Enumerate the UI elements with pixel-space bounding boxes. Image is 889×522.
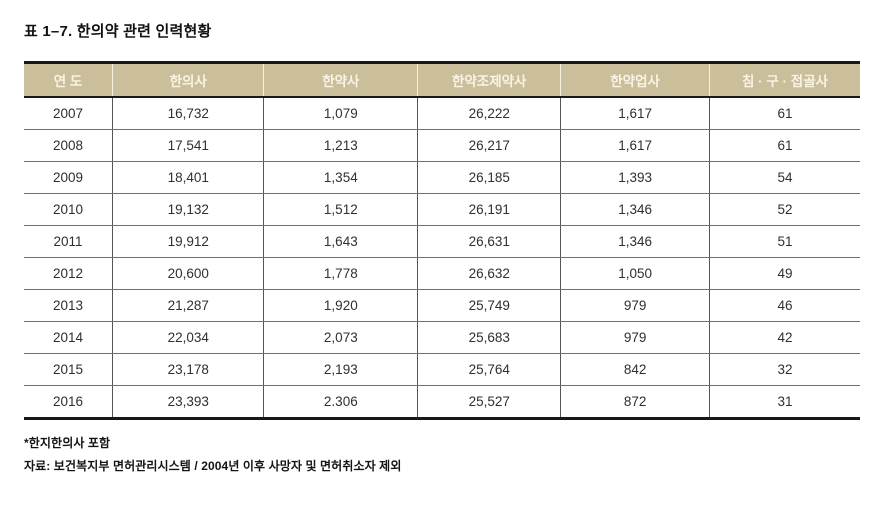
table-cell: 19,132	[112, 193, 264, 226]
column-header: 한약조제약사	[417, 61, 561, 98]
table-row: 2015 23,178 2,193 25,764 842 32	[24, 353, 860, 386]
table-cell: 25,683	[417, 321, 561, 354]
table-cell: 17,541	[112, 129, 264, 162]
table-cell: 2015	[24, 353, 113, 386]
table-cell: 26,222	[417, 97, 561, 130]
column-header: 침 · 구 · 접골사	[708, 61, 860, 98]
table-cell: 26,632	[417, 257, 561, 290]
table-cell: 842	[560, 353, 710, 386]
footnote-inclusion-note: *한지한의사 포함	[24, 436, 111, 450]
table-cell: 42	[708, 321, 860, 354]
column-header: 한약사	[263, 61, 418, 98]
table-cell: 2012	[24, 257, 113, 290]
table-cell: 1,346	[560, 193, 710, 226]
table-cell: 21,287	[112, 289, 264, 322]
table-cell: 26,631	[417, 225, 561, 258]
table-cell: 61	[708, 129, 860, 162]
table-cell: 20,600	[112, 257, 264, 290]
table-row: 2010 19,132 1,512 26,191 1,346 52	[24, 193, 860, 226]
table-cell: 1,617	[560, 129, 710, 162]
table-body: 2007 16,732 1,079 26,222 1,617 61 2008 17,541 1,…	[24, 97, 860, 420]
table-row: 2014 22,034 2,073 25,683 979 42	[24, 321, 860, 354]
table-row: 2011 19,912 1,643 26,631 1,346 51	[24, 225, 860, 258]
table-cell: 1,643	[263, 225, 418, 258]
table-cell: 2011	[24, 225, 113, 258]
table-cell: 1,079	[263, 97, 418, 130]
table-cell: 51	[708, 225, 860, 258]
table-cell: 1,778	[263, 257, 418, 290]
table-cell: 31	[708, 385, 860, 420]
table-cell: 22,034	[112, 321, 264, 354]
table-title: 표 1–7. 한의약 관련 인력현황	[24, 23, 212, 40]
table-cell: 2009	[24, 161, 113, 194]
table-cell: 1,920	[263, 289, 418, 322]
table-cell: 25,527	[417, 385, 561, 420]
table-cell: 2014	[24, 321, 113, 354]
table-cell: 1,512	[263, 193, 418, 226]
table-cell: 2013	[24, 289, 113, 322]
table-row: 2016 23,393 2.306 25,527 872 31	[24, 385, 860, 420]
table-header-row: 연 도 한의사 한약사 한약조제약사 한약업사 침 · 구 · 접골사	[24, 61, 860, 98]
table-cell: 32	[708, 353, 860, 386]
table-row: 2007 16,732 1,079 26,222 1,617 61	[24, 97, 860, 130]
table-cell: 23,393	[112, 385, 264, 420]
table-cell: 2007	[24, 97, 113, 130]
footnotes: *한지한의사 포함 자료: 보건복지부 면허관리시스템 / 2004년 이후 사…	[24, 432, 865, 478]
table-cell: 1,346	[560, 225, 710, 258]
footnote-source-note: 자료: 보건복지부 면허관리시스템 / 2004년 이후 사망자 및 면허취소자…	[24, 458, 402, 473]
personnel-table: 연 도 한의사 한약사 한약조제약사 한약업사 침 · 구 · 접골사 2007 16,73…	[24, 61, 860, 420]
table-cell: 979	[560, 289, 710, 322]
column-header: 한의사	[112, 61, 264, 98]
table-row: 2013 21,287 1,920 25,749 979 46	[24, 289, 860, 322]
table-cell: 23,178	[112, 353, 264, 386]
table-cell: 61	[708, 97, 860, 130]
table-cell: 26,191	[417, 193, 561, 226]
table-row: 2008 17,541 1,213 26,217 1,617 61	[24, 129, 860, 162]
table-row: 2012 20,600 1,778 26,632 1,050 49	[24, 257, 860, 290]
table-cell: 16,732	[112, 97, 264, 130]
table-cell: 2016	[24, 385, 113, 420]
table-cell: 2010	[24, 193, 113, 226]
table-cell: 2,193	[263, 353, 418, 386]
table-cell: 19,912	[112, 225, 264, 258]
table-cell: 1,050	[560, 257, 710, 290]
table-cell: 979	[560, 321, 710, 354]
column-header: 연 도	[24, 61, 113, 98]
table-cell: 2008	[24, 129, 113, 162]
table-cell: 1,393	[560, 161, 710, 194]
column-header: 한약업사	[560, 61, 710, 98]
table-cell: 54	[708, 161, 860, 194]
table-cell: 25,764	[417, 353, 561, 386]
table-cell: 872	[560, 385, 710, 420]
table-cell: 2.306	[263, 385, 418, 420]
table-cell: 1,354	[263, 161, 418, 194]
table-cell: 52	[708, 193, 860, 226]
table-cell: 46	[708, 289, 860, 322]
table-cell: 2,073	[263, 321, 418, 354]
table-cell: 1,213	[263, 129, 418, 162]
table-row: 2009 18,401 1,354 26,185 1,393 54	[24, 161, 860, 194]
table-header: 연 도 한의사 한약사 한약조제약사 한약업사 침 · 구 · 접골사	[24, 61, 860, 98]
table-cell: 18,401	[112, 161, 264, 194]
table-cell: 1,617	[560, 97, 710, 130]
table-cell: 26,217	[417, 129, 561, 162]
table-cell: 25,749	[417, 289, 561, 322]
table-cell: 26,185	[417, 161, 561, 194]
table-cell: 49	[708, 257, 860, 290]
